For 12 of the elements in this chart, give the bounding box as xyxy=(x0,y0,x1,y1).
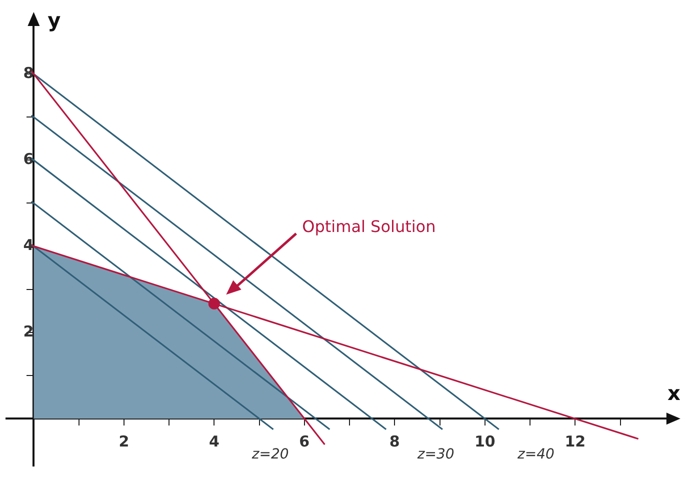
x-tick-label: 4 xyxy=(208,432,220,451)
annotation: z=20 xyxy=(250,446,289,463)
annotation: Optimal Solution xyxy=(302,216,436,236)
annotation: z=40 xyxy=(516,446,554,463)
x-tick-label: 10 xyxy=(474,432,496,451)
x-tick-label: 8 xyxy=(389,432,400,451)
x-tick-label: 12 xyxy=(564,432,586,451)
x-tick-label: 2 xyxy=(118,432,130,451)
x-axis-title: x xyxy=(667,380,680,405)
annotation: z=30 xyxy=(416,446,454,463)
y-axis-title: y xyxy=(48,8,61,32)
x-tick-label: 6 xyxy=(299,432,310,451)
